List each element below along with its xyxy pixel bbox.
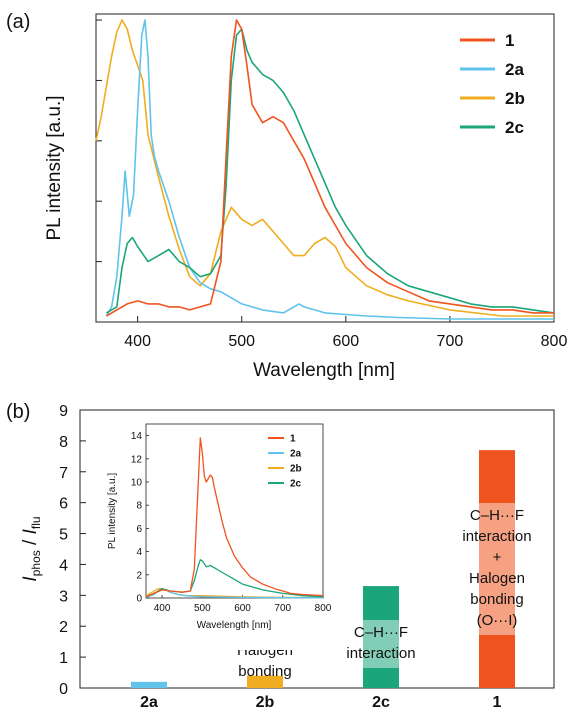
panel-b-y-tick-label: 9 (59, 403, 68, 420)
category-label-2c: 2c (372, 694, 390, 710)
annotation-box-2c (346, 620, 416, 668)
panel-a-legend-label-2c: 2c (505, 118, 524, 137)
panel-a-y-ticks (96, 19, 102, 263)
panel-a-legend-label-2b: 2b (505, 89, 525, 108)
inset-x-tick-label: 600 (234, 603, 251, 614)
panel-a-x-tick-label: 700 (437, 333, 464, 350)
panel-a-x-label: Wavelength [nm] (253, 360, 395, 381)
inset-x-tick-label: 500 (194, 603, 211, 614)
inset-legend-label-2b: 2b (290, 464, 302, 475)
panel-b-frame (79, 409, 555, 689)
annotation-1-line: Halogen (469, 570, 525, 587)
inset-line-1 (145, 437, 324, 598)
panel-a-legend: 1 2a 2b 2c (460, 31, 525, 137)
category-label-2b: 2b (256, 694, 275, 710)
inset-y-tick-label: 2 (136, 570, 142, 581)
panel-b-y-tick-label: 4 (59, 557, 68, 574)
panel-b-y-tick-label: 3 (59, 588, 68, 605)
inset-legend-label-1: 1 (290, 434, 296, 445)
y-label-sub-phos: phos (29, 550, 43, 576)
annotation-2c-line: interaction (346, 645, 415, 662)
annotation-1-line: (O···I) (477, 612, 518, 629)
inset-y-tick-label: 14 (131, 431, 143, 442)
panel-a-line-1 (105, 19, 554, 317)
panel-a-frame (95, 13, 555, 323)
inset-legend: 1 2a 2b 2c (268, 434, 302, 490)
inset-x-tick-label: 700 (274, 603, 291, 614)
inset-y-tick-label: 12 (131, 454, 143, 465)
inset-y-tick-label: 8 (136, 501, 142, 512)
inset-x-label: Wavelength [nm] (197, 620, 272, 631)
y-label-i1: I (20, 576, 41, 582)
annotation-1-line: + (493, 549, 502, 566)
inset-y-tick-label: 6 (136, 524, 142, 535)
bar-2c (363, 586, 399, 688)
panel-a-label: (a) (6, 11, 30, 33)
annotation-box-1 (463, 503, 531, 635)
category-label-2a: 2a (140, 694, 158, 710)
panel-b-y-ticks: 0 1 2 3 4 5 6 7 8 9 (59, 403, 86, 698)
annotation-2b-line: bonding (238, 663, 291, 680)
panel-b-label: (b) (6, 401, 30, 423)
annotation-1-line: bonding (470, 591, 523, 608)
category-label-1: 1 (493, 694, 502, 710)
inset-series (145, 437, 324, 599)
panel-b-category-labels: 2a 2b 2c 1 (140, 694, 501, 710)
annotation-1-line: interaction (462, 528, 531, 545)
panel-b-y-label: Iphos / Iflu (20, 516, 43, 581)
panel-a-x-ticks: 400 500 600 700 800 (124, 316, 567, 350)
panel-b-y-tick-label: 7 (59, 465, 68, 482)
panel-b-y-tick-label: 5 (59, 527, 68, 544)
annotation-2c-line: C–H···F (354, 624, 408, 641)
panel-a-legend-label-1: 1 (505, 31, 514, 50)
inset-legend-label-2a: 2a (290, 449, 302, 460)
panel-a-x-tick-label: 600 (332, 333, 359, 350)
panel-b-annotations: Halogen bonding C–H···F interaction C–H···F i… (237, 503, 532, 680)
inset-background (100, 418, 340, 650)
bar-2a (131, 681, 167, 688)
panel-a-series (95, 19, 555, 320)
y-label-sub-flu: flu (29, 516, 43, 529)
inset-x-tick-label: 800 (315, 603, 332, 614)
panel-b-y-tick-label: 6 (59, 496, 68, 513)
inset-y-tick-label: 10 (131, 478, 143, 489)
bar-2b (247, 675, 283, 688)
panel-a-x-tick-label: 400 (124, 333, 151, 350)
inset-x-tick-label: 400 (154, 603, 171, 614)
y-label-i2: I (20, 528, 41, 534)
panel-b-y-tick-label: 8 (59, 434, 68, 451)
panel-a-y-label: PL intensity [a.u.] (44, 95, 65, 240)
annotation-1-line: C–H···F (470, 507, 524, 524)
panel-b-y-tick-label: 1 (59, 650, 68, 667)
inset-y-tick-label: 0 (136, 594, 142, 605)
panel-b-y-tick-label: 2 (59, 619, 68, 636)
panel-a-line-2c (106, 28, 555, 314)
panel-b-y-tick-label: 0 (59, 681, 68, 698)
panel-a-line-2b (95, 19, 554, 317)
panel-a-x-tick-label: 500 (228, 333, 255, 350)
panel-a-line-2a (105, 19, 554, 320)
panel-a-x-tick-label: 800 (541, 333, 568, 350)
panel-a-legend-label-2a: 2a (505, 60, 524, 79)
inset-y-tick-label: 4 (136, 547, 142, 558)
inset-y-label: PL intensity [a.u.] (107, 473, 118, 550)
panel-b-bars (131, 450, 515, 688)
inset-y-ticks: 0 2 4 6 8 10 12 14 (131, 431, 149, 605)
inset-frame (145, 423, 324, 599)
inset-legend-label-2c: 2c (290, 479, 302, 490)
y-label-sep: / (20, 534, 41, 550)
bar-1 (479, 450, 515, 688)
